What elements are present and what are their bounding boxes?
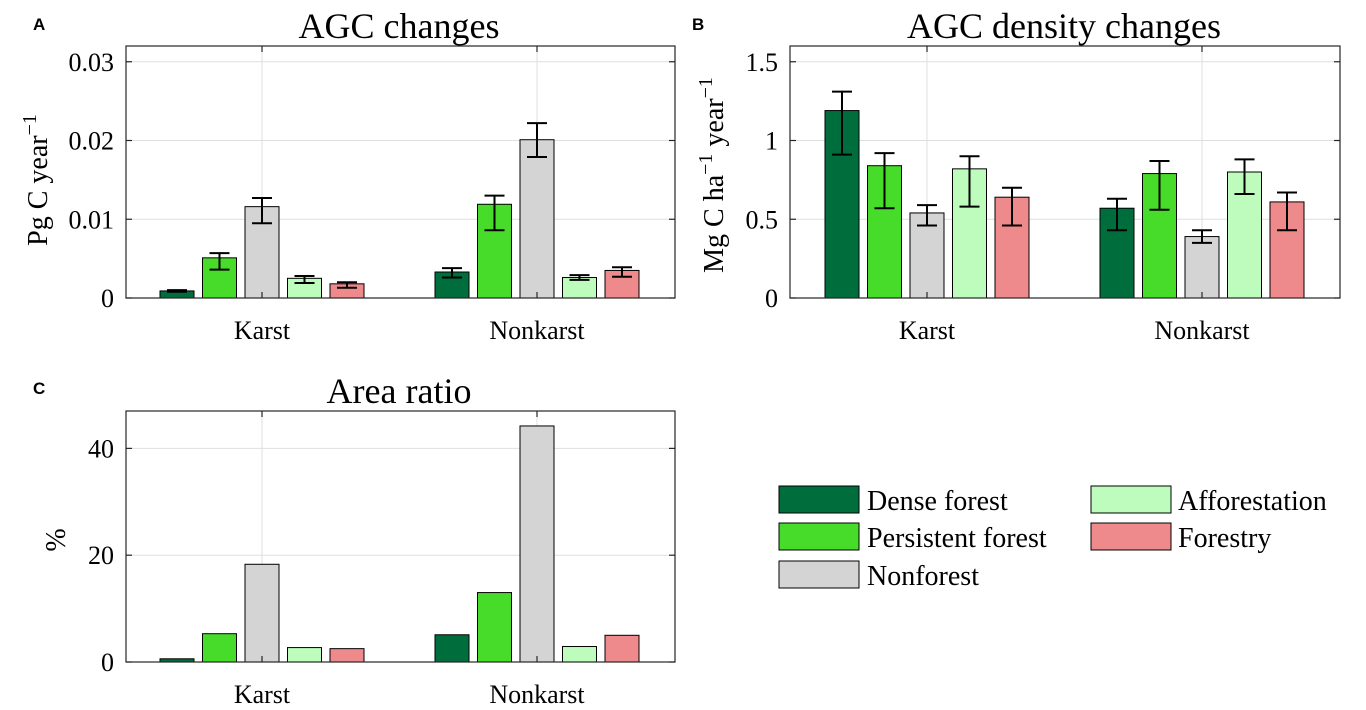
panel-c-ytick-label-0: 0 [101,648,114,677]
panel-c-bar-nonkarst-persistent-forest [477,592,512,663]
panel-b-title: AGC density changes [907,6,1221,46]
panel-c-bar-nonkarst-afforestation [562,646,597,663]
panel-c-bar-karst-forestry [329,648,365,663]
legend-swatch-dense-forest [778,485,860,514]
panel-a-ytick-label-0: 0 [101,284,114,313]
panel-letter-b: B [692,15,704,34]
panel-c-bar-karst-persistent-forest [202,633,237,663]
panel-a-ytick-label-1: 0.01 [69,205,115,234]
panel-b-ylabel-main2: year [699,98,730,154]
panel-b-ylabel-main: Mg C ha [699,174,730,273]
panel-letter-a: A [33,15,45,34]
panel-b-ytick-label-3: 1.5 [746,48,779,77]
panel-a-xtick-label-karst: Karst [234,316,291,345]
panel-b-bar-karst-nonforest [909,212,945,299]
legend-swatch-nonforest [778,560,860,589]
panel-b-axes-frame [789,45,1341,299]
panel-a-xtick-label-nonkarst: Nonkarst [489,316,585,345]
panel-c-xtick-label-nonkarst: Nonkarst [489,680,585,709]
panel-a-ylabel-sup: −1 [19,114,41,135]
legend-label-nonforest: Nonforest [867,561,979,592]
panel-c-plot-background [126,411,675,662]
legend-label-dense-forest: Dense forest [867,486,1008,517]
panel-a-ytick-label-3: 0.03 [69,48,115,77]
panel-a-ylabel-main: Pg C year [23,135,54,246]
panel-a-title: AGC changes [299,6,500,46]
panel-b-ylabel-sup: −1 [695,154,717,175]
legend-swatch-forestry [1090,522,1172,551]
panel-c-bar-nonkarst-dense-forest [434,634,470,663]
panel-b-plot: 0 0.5 1 1.5 Karst Nonkarst [746,45,1341,345]
panel-b: B AGC density changes Mg C ha−1 year−1 0… [692,6,1341,345]
panel-b-ylabel-sup2: −1 [695,77,717,98]
panel-a-plot: 0 0.01 0.02 0.03 Karst Nonkarst [69,45,676,345]
panel-c-ylabel: % [41,528,72,551]
panel-c-bar-karst-afforestation [287,647,322,663]
panel-c-ytick-label-2: 40 [88,434,114,463]
panel-b-bar-nonkarst-nonforest [1184,236,1220,299]
panel-c-bar-nonkarst-forestry [604,634,640,663]
panel-c-ytick-label-1: 20 [88,541,114,570]
panel-a-plot-background [126,46,675,298]
panel-a-ytick-label-2: 0.02 [69,127,115,156]
panel-b-ytick-label-1: 0.5 [746,205,779,234]
legend: Dense forest Persistent forest Nonforest… [778,485,1327,592]
legend-swatch-afforestation [1090,485,1172,514]
legend-label-afforestation: Afforestation [1178,486,1327,517]
legend-label-forestry: Forestry [1178,523,1271,554]
legend-swatch-persistent-forest [778,522,860,551]
panel-a-axes-frame [125,45,676,299]
panel-b-ylabel: Mg C ha−1 year−1 [695,77,730,273]
panel-c-axes-frame [125,410,676,663]
panel-letter-c: C [33,379,45,398]
panel-b-ytick-label-2: 1 [765,127,778,156]
panel-b-ytick-label-0: 0 [765,284,778,313]
legend-label-persistent-forest: Persistent forest [867,523,1047,554]
panel-c-bar-nonkarst-nonforest [519,425,555,663]
panel-c-bar-karst-nonforest [244,563,280,663]
panel-a-bar-nonkarst-nonforest [519,139,555,299]
panel-b-xtick-label-nonkarst: Nonkarst [1154,316,1250,345]
panel-c-plot: 0 20 40 Karst Nonkarst [88,410,676,709]
panel-a-ylabel: Pg C year−1 [19,114,54,246]
panel-c: C Area ratio % 0 20 40 Karst Nonkarst [33,371,676,709]
panel-c-xtick-label-karst: Karst [234,680,291,709]
panel-c-title: Area ratio [327,371,472,411]
panel-a: A AGC changes Pg C year−1 0 0.01 0.02 0.03 K… [19,6,676,345]
panel-b-xtick-label-karst: Karst [899,316,956,345]
